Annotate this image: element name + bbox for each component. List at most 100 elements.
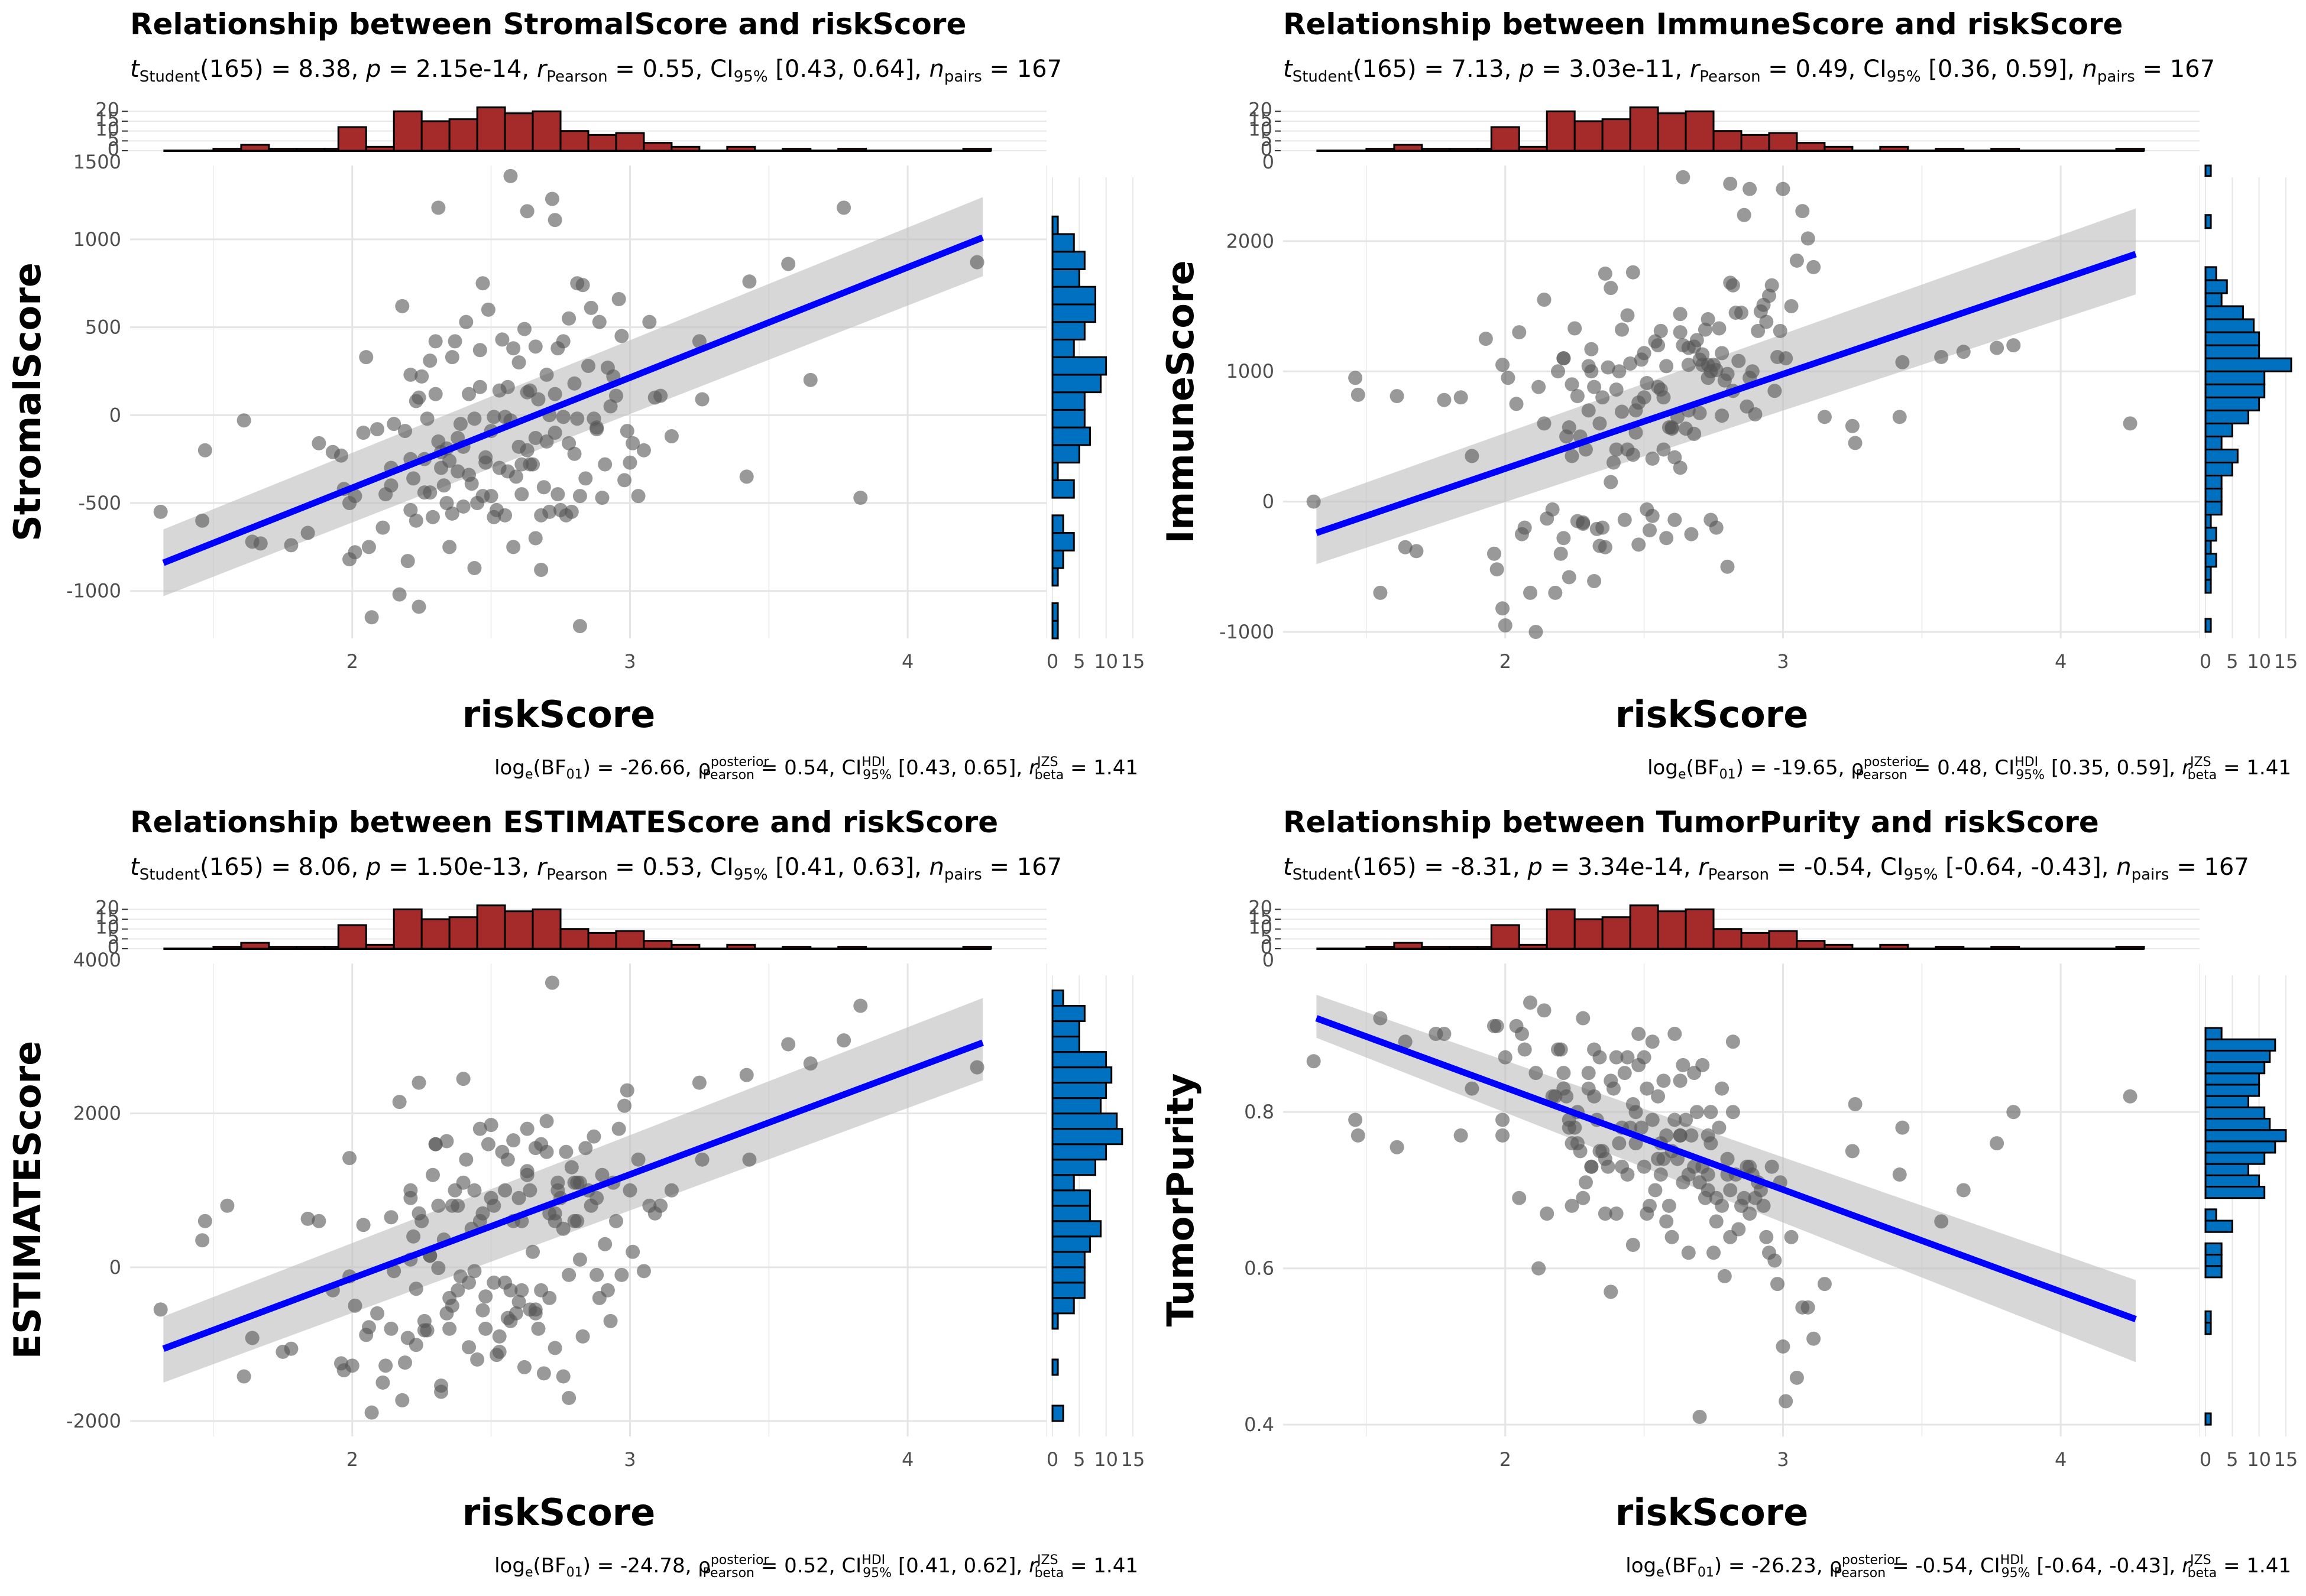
y-hist-bar bbox=[1051, 1066, 1113, 1084]
scatter-point bbox=[653, 388, 668, 403]
x-hist-bar bbox=[1685, 908, 1715, 950]
scatter-point bbox=[1489, 1018, 1504, 1033]
scatter-point bbox=[1779, 351, 1793, 366]
scatter-point bbox=[598, 1237, 613, 1251]
scatter-point bbox=[520, 443, 535, 458]
scatter-point bbox=[1584, 1159, 1599, 1174]
x-hist-bar bbox=[962, 148, 992, 152]
scatter-point bbox=[548, 426, 562, 440]
scatter-point bbox=[1689, 1105, 1704, 1120]
x-hist-bar bbox=[1990, 946, 2020, 950]
scatter-point bbox=[414, 1214, 429, 1228]
hist-y-tick-label: 5 bbox=[1261, 926, 1272, 948]
y-hist-bar bbox=[2204, 1242, 2223, 1256]
scatter-point bbox=[1703, 1136, 1718, 1151]
scatter-point bbox=[1625, 447, 1640, 462]
y-hist-bar bbox=[1051, 619, 1059, 640]
scatter-point bbox=[425, 510, 440, 524]
scatter-point bbox=[1717, 1269, 1732, 1283]
scatter-point bbox=[1712, 1120, 1727, 1135]
scatter-point bbox=[442, 1321, 457, 1336]
scatter-point bbox=[1659, 531, 1674, 546]
scatter-point bbox=[1545, 502, 1560, 517]
scatter-point bbox=[528, 430, 543, 445]
scatter-point bbox=[472, 379, 487, 394]
scatter-point bbox=[409, 513, 423, 528]
scatter-point bbox=[1734, 306, 1748, 320]
scatter-point bbox=[1709, 363, 1724, 378]
scatter-point bbox=[548, 387, 562, 401]
scatter-point bbox=[1673, 460, 1688, 475]
scatter-point bbox=[1606, 455, 1621, 470]
hist-x-tick-label: 0 bbox=[1047, 1448, 1058, 1471]
scatter-point bbox=[1565, 1198, 1579, 1213]
y-tick-label-top: 0 bbox=[1262, 151, 1274, 173]
scatter-point bbox=[626, 436, 640, 450]
x-hist-bar bbox=[296, 946, 326, 950]
chart-svg: Relationship between StromalScore and ri… bbox=[6, 7, 1145, 783]
chart-title: Relationship between TumorPurity and ris… bbox=[1283, 805, 2099, 839]
scatter-point bbox=[1584, 342, 1599, 356]
scatter-point bbox=[456, 1072, 471, 1086]
scatter-point bbox=[467, 561, 482, 576]
y-hist-bar bbox=[1051, 602, 1059, 622]
scatter-point bbox=[1737, 207, 1751, 222]
y-tick-label: 0.8 bbox=[1244, 1101, 1274, 1123]
x-hist-bar bbox=[1740, 932, 1770, 950]
y-hist-bar bbox=[1051, 549, 1064, 569]
y-tick-label: 0 bbox=[1262, 491, 1274, 513]
scatter-point bbox=[412, 390, 426, 405]
scatter-point bbox=[603, 1313, 618, 1328]
scatter-point bbox=[384, 1210, 399, 1225]
scatter-point bbox=[514, 1283, 529, 1297]
scatter-point bbox=[442, 540, 457, 554]
y-hist-bar bbox=[2204, 1208, 2217, 1222]
scatter-point bbox=[511, 1190, 526, 1205]
scatter-point bbox=[1573, 1144, 1588, 1159]
y-hist-bar bbox=[2204, 409, 2249, 424]
scatter-point bbox=[1956, 345, 1971, 359]
x-tick-label: 3 bbox=[624, 650, 636, 673]
scatter-point bbox=[536, 1366, 551, 1381]
y-hist-bar bbox=[2204, 344, 2260, 359]
scatter-point bbox=[1570, 389, 1585, 404]
x-tick-label: 3 bbox=[1777, 1448, 1789, 1471]
scatter-point bbox=[1689, 333, 1704, 348]
y-hist-bar bbox=[1051, 1174, 1075, 1192]
y-hist-bar bbox=[1051, 303, 1096, 323]
x-hist-bar bbox=[1393, 144, 1423, 152]
scatter-point bbox=[1637, 346, 1651, 361]
hist-x-tick-label: 0 bbox=[1047, 650, 1058, 673]
scatter-point bbox=[636, 1264, 651, 1279]
scatter-point bbox=[1637, 1159, 1651, 1174]
scatter-point bbox=[620, 424, 634, 439]
y-hist-bar bbox=[1051, 1266, 1086, 1284]
scatter-point bbox=[1723, 176, 1738, 191]
scatter-point bbox=[1604, 1284, 1618, 1299]
scatter-point bbox=[617, 473, 632, 488]
scatter-point bbox=[1681, 1245, 1696, 1260]
scatter-point bbox=[631, 489, 646, 504]
scatter-point bbox=[1640, 1081, 1654, 1096]
y-hist-bar bbox=[2204, 331, 2260, 346]
y-hist-bar bbox=[1051, 233, 1075, 253]
scatter-point bbox=[1659, 1214, 1674, 1229]
scatter-point bbox=[1465, 449, 1479, 463]
scatter-point bbox=[1709, 1214, 1724, 1229]
scatter-point bbox=[503, 168, 518, 183]
scatter-point bbox=[1398, 540, 1413, 554]
scatter-point bbox=[1715, 346, 1730, 361]
scatter-point bbox=[1715, 1081, 1730, 1096]
y-axis-label: ESTIMATEScore bbox=[6, 1041, 49, 1360]
scatter-point bbox=[600, 1283, 615, 1297]
scatter-point bbox=[1495, 1112, 1510, 1127]
y-hist-bar bbox=[2204, 461, 2233, 477]
chart-subtitle: tStudent(165) = 7.13, p = 3.03e-11, rPea… bbox=[1283, 56, 2215, 86]
scatter-point bbox=[470, 1352, 485, 1367]
scatter-point bbox=[517, 322, 532, 336]
scatter-point bbox=[1578, 1175, 1593, 1190]
y-hist-bar bbox=[1051, 408, 1086, 429]
y-hist-bar bbox=[1051, 1020, 1080, 1038]
y-hist-bar bbox=[2204, 1310, 2212, 1324]
scatter-point bbox=[611, 1121, 626, 1136]
